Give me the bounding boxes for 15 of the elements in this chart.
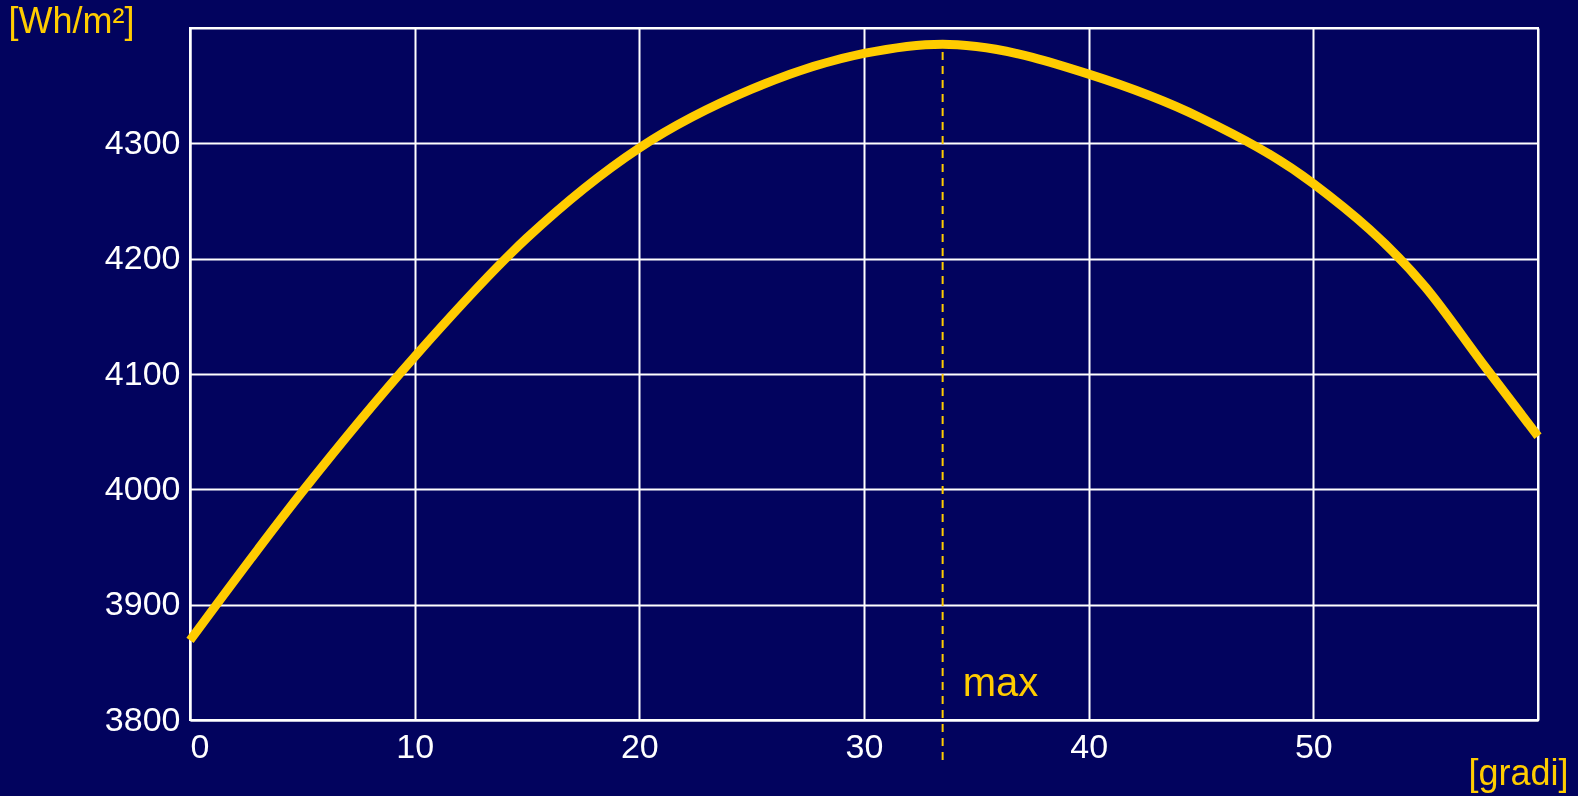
x-tick-label: 20 — [620, 726, 659, 765]
x-tick-label: 0 — [190, 726, 210, 765]
y-tick-label: 4100 — [104, 353, 181, 392]
y-tick-label: 4300 — [104, 122, 181, 161]
y-tick-label: 3900 — [104, 584, 181, 623]
x-tick-label: 10 — [396, 726, 435, 765]
x-axis-title: [gradi] — [1468, 751, 1569, 793]
y-tick-label: 3800 — [104, 699, 181, 738]
y-tick-label: 4200 — [104, 238, 181, 277]
y-tick-label: 4000 — [104, 468, 181, 507]
x-tick-label: 40 — [1070, 726, 1109, 765]
x-tick-label: 30 — [845, 726, 884, 765]
y-axis-title: [Wh/m²] — [8, 0, 135, 41]
x-tick-label: 50 — [1294, 726, 1333, 765]
ref-line-label: max — [962, 660, 1039, 704]
